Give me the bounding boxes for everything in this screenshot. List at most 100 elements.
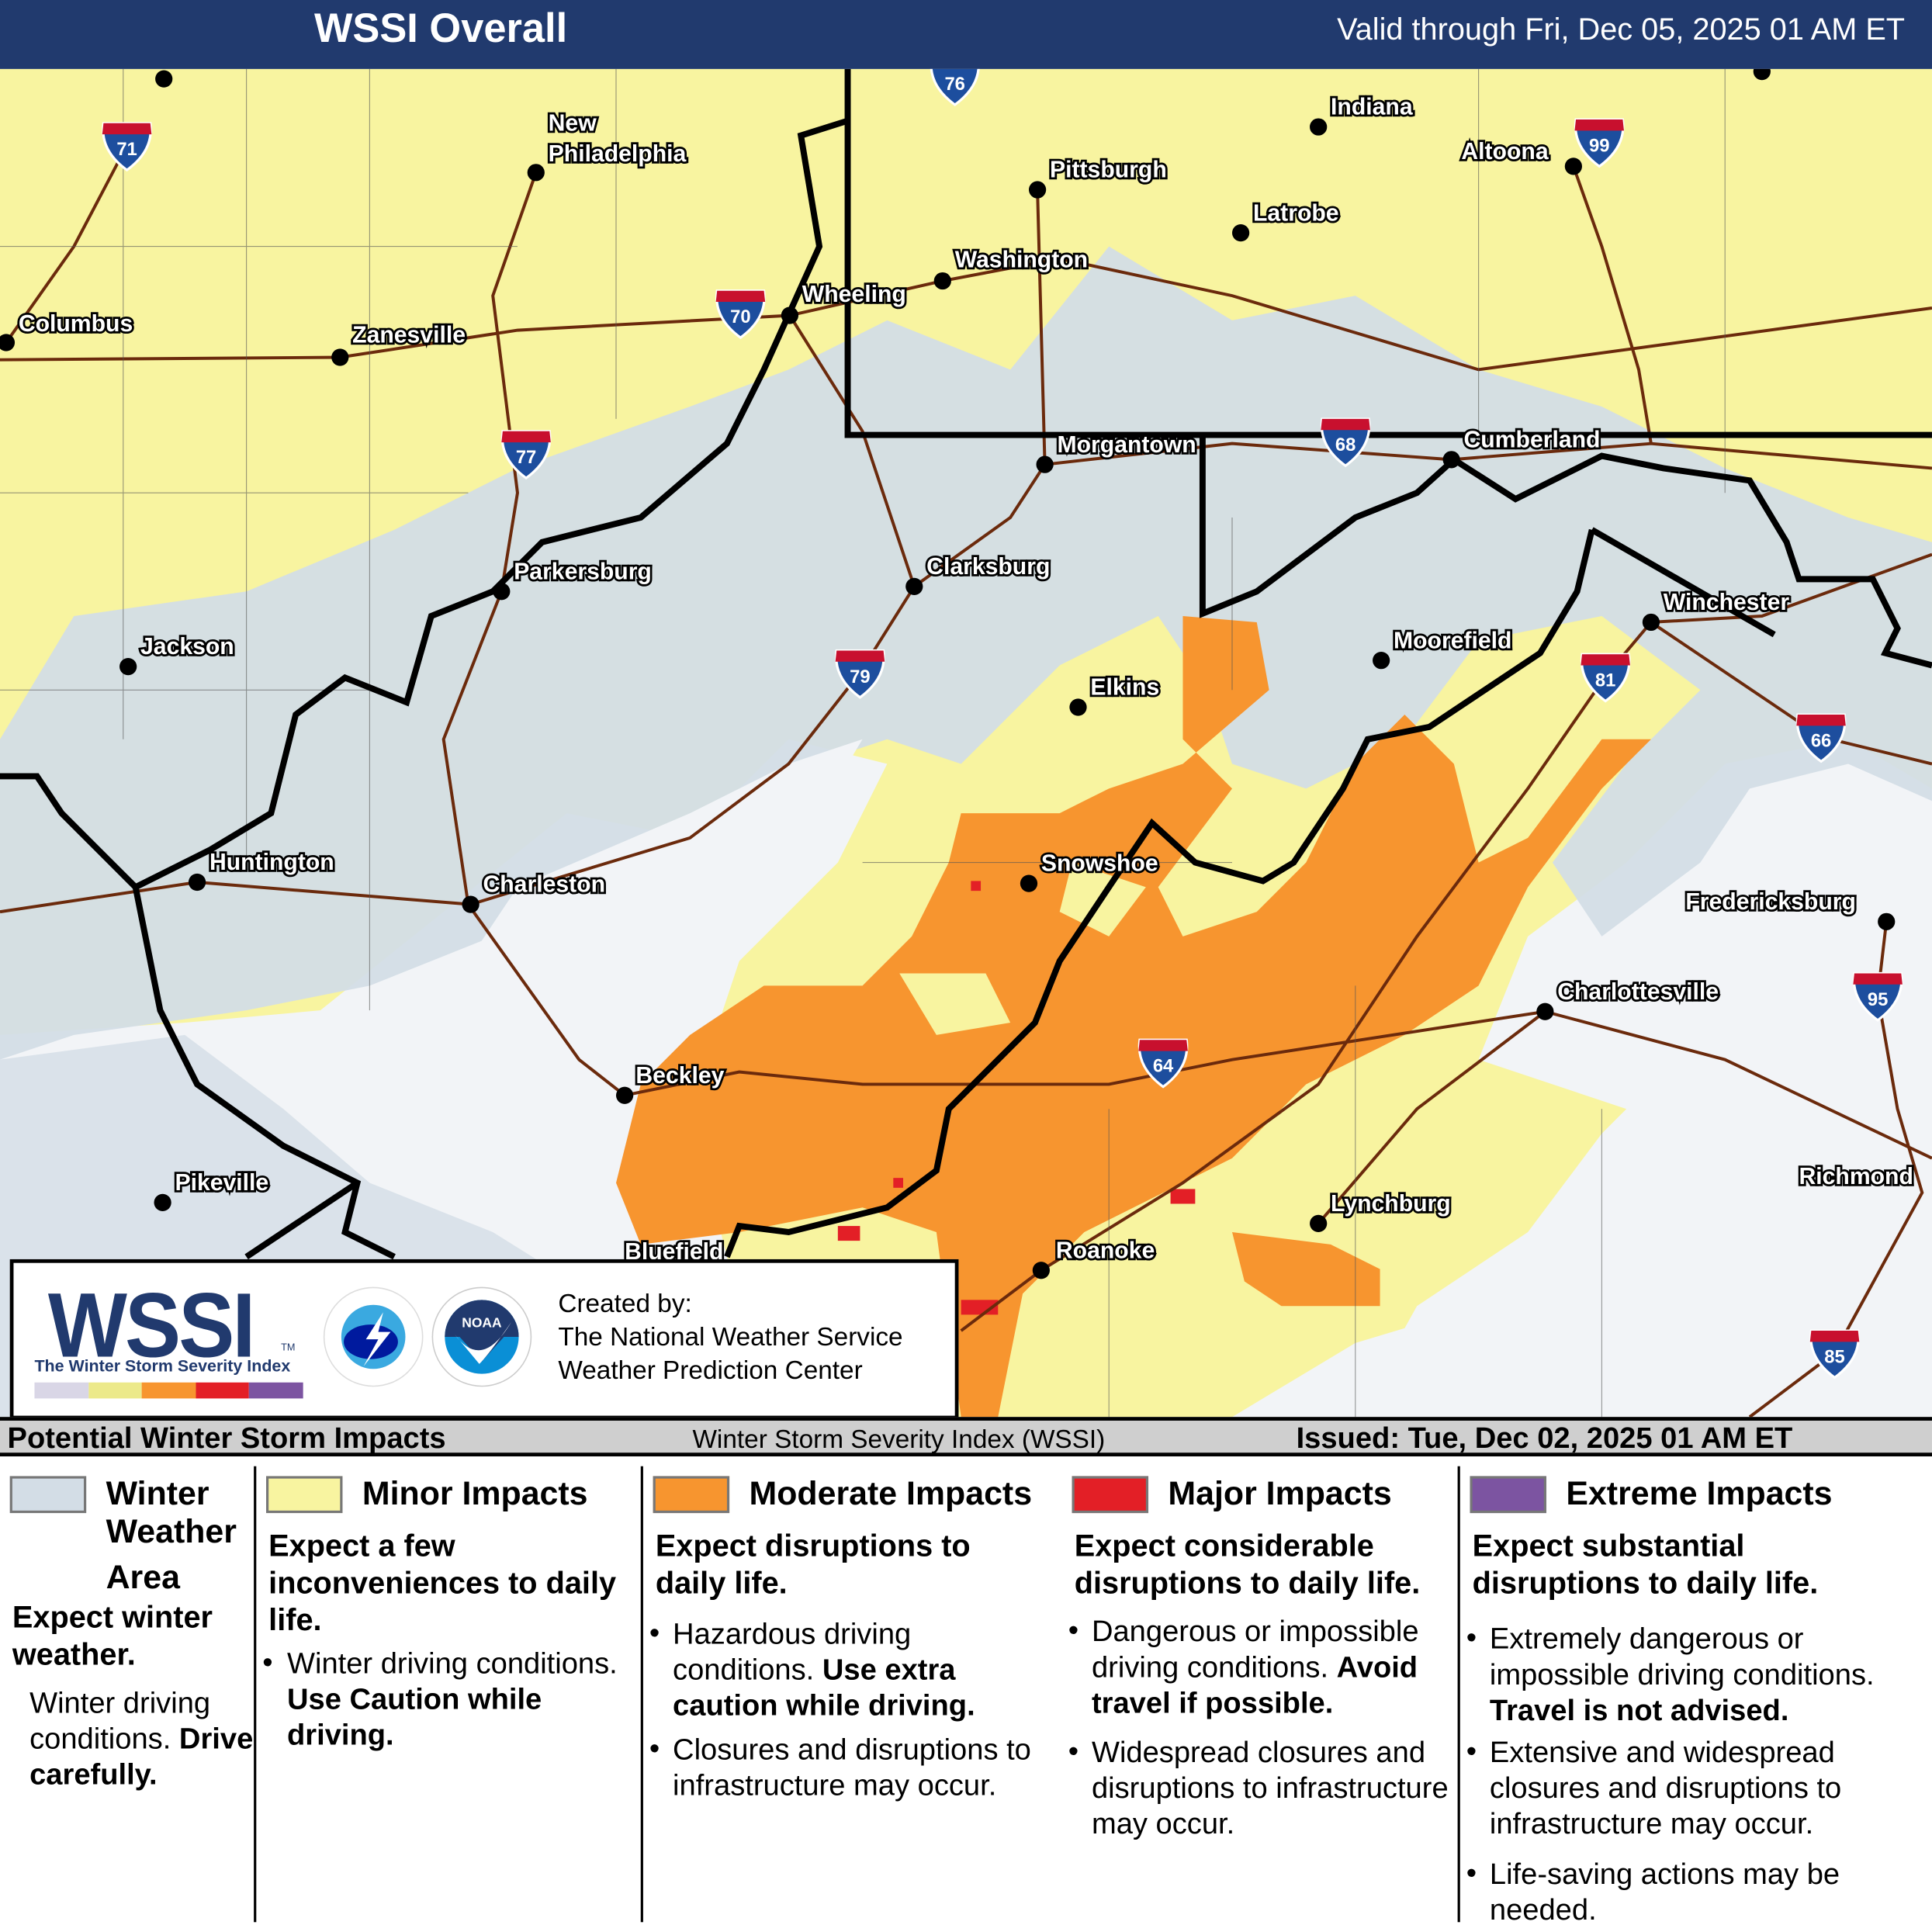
city-label: Charleston [483,872,605,898]
legend-winter-weather: Winter Weather Area Expect winter weathe… [0,1456,254,1932]
city-label: Wheeling [802,282,906,307]
city-label: Moorefield [1394,628,1511,653]
state-borders [0,68,1932,1260]
city-label: Lynchburg [1331,1191,1451,1217]
guidance: Winter driving conditions. Drive careful… [29,1686,254,1792]
guidance: Winter driving conditions. Use Caution w… [287,1647,618,1753]
city-label: Latrobe [1253,200,1339,226]
guidance: Hazardous driving conditions. Use extra … [673,1618,975,1723]
category-title: Extreme Impacts [1566,1474,1833,1512]
map-title: WSSI Overall [313,5,568,51]
interstate-shields: 71 76 99 70 77 68 79 81 66 95 64 85 [102,68,1903,1380]
svg-text:99: 99 [1589,135,1609,156]
interstate-shield-85: 85 [1809,1329,1860,1380]
category-title: Moderate Impacts [749,1474,1033,1512]
nws-logo-icon [323,1286,424,1387]
category-title: Area [106,1558,180,1596]
guidance: Widespread closures and disruptions to i… [1091,1736,1449,1841]
wssi-logo: WSSI [47,1273,256,1376]
severity-scale-bar [34,1382,303,1399]
city-label: Winchester [1664,590,1790,615]
city-label: Zanesville [352,322,466,348]
swatch-minor [266,1476,343,1514]
wssi-subtitle: The Winter Storm Severity Index [34,1356,291,1376]
city-label: Jackson [140,634,234,660]
interstate-shield-68: 68 [1320,417,1371,468]
city-label: Huntington [209,850,334,875]
guidance: Life-saving actions may be needed. [1489,1858,1840,1927]
interstate-shield-95: 95 [1852,971,1903,1022]
interstate-shield-70: 70 [715,289,766,340]
impact-legend: Winter Weather Area Expect winter weathe… [0,1456,1932,1932]
legend-minor: Minor Impacts Expect a few inconvenience… [256,1456,640,1932]
category-title: Winter [106,1474,209,1512]
svg-text:85: 85 [1824,1346,1845,1367]
city-label: Elkins [1090,675,1159,701]
interstate-shield-64: 64 [1137,1038,1189,1089]
city-label: Washington [955,248,1088,273]
interstate-shield-79: 79 [835,649,885,699]
legend-header: Potential Winter Storm Impacts Winter St… [0,1417,1932,1457]
svg-text:66: 66 [1811,730,1832,751]
interstate-shield-99: 99 [1574,118,1625,168]
svg-text:71: 71 [116,139,137,160]
swatch-winter-weather [9,1476,87,1514]
svg-text:79: 79 [850,667,871,687]
swatch-extreme [1470,1476,1546,1514]
svg-text:95: 95 [1868,989,1889,1010]
city-label: Richmond [1799,1164,1913,1189]
interstate-shield-71: 71 [102,122,152,172]
category-title: Minor Impacts [362,1474,588,1512]
title-bar: WSSI Overall Valid through Fri, Dec 05, … [0,0,1932,69]
city-markers [0,68,1896,1279]
trademark: TM [281,1342,296,1353]
expectation: Expect winter weather. [12,1600,213,1672]
category-title: Weather [106,1513,237,1550]
city-label: Fredericksburg [1685,889,1856,915]
legend-heading: Potential Winter Storm Impacts [7,1421,446,1456]
legend-extreme: Extreme Impacts Expect substantial disru… [1460,1456,1932,1932]
city-label: Beckley [635,1063,724,1089]
city-label: Parkersburg [514,559,652,584]
major-impact-spots [837,881,1196,1315]
city-label: Charlottesville [1557,979,1719,1005]
city-labels: Columbus Zanesville New Philadelphia Whe… [16,92,1916,1267]
interstate-shield-77: 77 [500,430,552,480]
city-label: Indiana [1331,95,1413,120]
svg-text:81: 81 [1595,670,1616,691]
category-title: Major Impacts [1168,1474,1392,1512]
interstate-shield-76: 76 [930,68,980,106]
swatch-moderate [653,1476,730,1514]
issued-time: Issued: Tue, Dec 02, 2025 01 AM ET [1296,1421,1793,1456]
svg-text:64: 64 [1153,1056,1174,1077]
svg-text:76: 76 [944,74,965,95]
guidance: Dangerous or impossible driving conditio… [1091,1615,1419,1720]
swatch-major [1072,1476,1149,1514]
logo-panel: WSSI TM The Winter Storm Severity Index … [9,1259,959,1420]
index-name: Winter Storm Severity Index (WSSI) [692,1425,1106,1454]
guidance: Closures and disruptions to infrastructu… [673,1733,1031,1803]
created-by-label: Created by: [558,1290,692,1319]
svg-text:68: 68 [1335,435,1356,455]
guidance: Extensive and widespread closures and di… [1489,1736,1842,1841]
svg-text:NOAA: NOAA [462,1314,502,1330]
valid-through: Valid through Fri, Dec 05, 2025 01 AM ET [1337,12,1906,47]
guidance: Extremely dangerous or impossible drivin… [1489,1622,1875,1728]
expectation: Expect substantial disruptions to daily … [1472,1529,1819,1601]
expectation: Expect disruptions to daily life. [655,1529,971,1601]
moderate-impact-area [616,616,1651,1418]
org-nws: The National Weather Service [558,1323,903,1352]
credits: Created by: The National Weather Service… [558,1287,902,1387]
city-label: Roanoke [1056,1238,1155,1263]
city-label: Clarksburg [926,554,1050,580]
expectation: Expect a few inconveniences to daily lif… [268,1529,617,1638]
svg-text:70: 70 [730,306,751,327]
city-label: Altoona [1461,139,1548,164]
legend-moderate: Moderate Impacts Expect disruptions to d… [643,1456,1062,1932]
city-label: Pikeville [175,1170,268,1196]
city-label: Cumberland [1464,427,1601,452]
city-label: Pittsburgh [1050,158,1167,183]
city-label: New [549,110,597,136]
city-label: Columbus [19,311,133,337]
